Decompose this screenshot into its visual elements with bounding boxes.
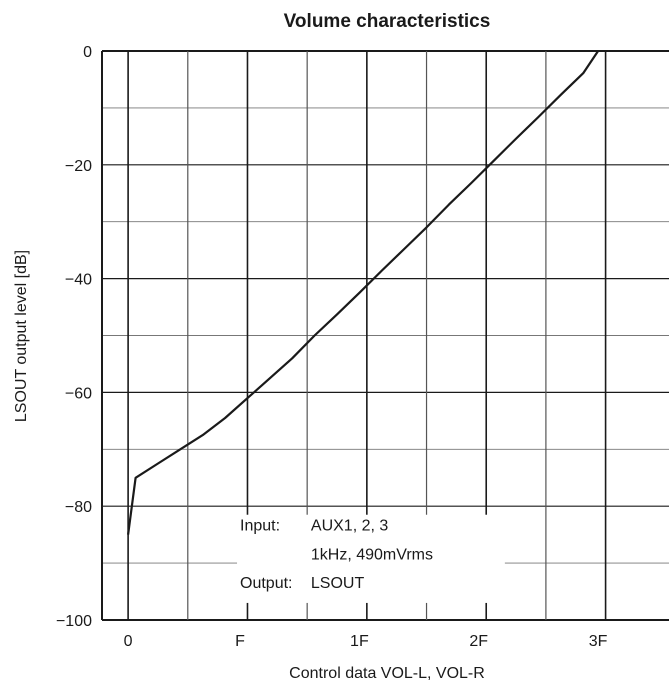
series-line xyxy=(127,50,600,535)
y-tick-label: 0 xyxy=(83,44,92,61)
annotation: Input: AUX1, 2, 3 1kHz, 490mVrms Output: LSO… xyxy=(240,518,433,592)
x-tick-label: 3F xyxy=(589,633,608,650)
tick-labels: 0 −20 −40 −60 −80 −100 0 F 1F 2F 3F xyxy=(56,44,608,650)
annotation-value: LSOUT xyxy=(311,575,365,592)
y-tick-label: −40 xyxy=(65,272,92,289)
y-tick-label: −60 xyxy=(65,385,92,402)
annotation-value: AUX1, 2, 3 xyxy=(311,518,388,535)
y-axis-label: LSOUT output level [dB] xyxy=(13,250,30,422)
x-tick-label: 2F xyxy=(469,633,488,650)
x-tick-label: 1F xyxy=(350,633,369,650)
x-tick-label: 0 xyxy=(124,633,133,650)
annotation-box xyxy=(237,514,505,603)
annotation-value: 1kHz, 490mVrms xyxy=(311,547,433,564)
x-axis-label: Control data VOL-L, VOL-R xyxy=(289,665,485,682)
annotation-key: Input: xyxy=(240,518,280,535)
chart-title: Volume characteristics xyxy=(284,11,491,32)
grid xyxy=(101,50,669,621)
y-tick-label: −100 xyxy=(56,613,92,630)
annotation-key: Output: xyxy=(240,575,292,592)
y-tick-label: −20 xyxy=(65,158,92,175)
x-tick-label: F xyxy=(235,633,245,650)
y-tick-label: −80 xyxy=(65,499,92,516)
